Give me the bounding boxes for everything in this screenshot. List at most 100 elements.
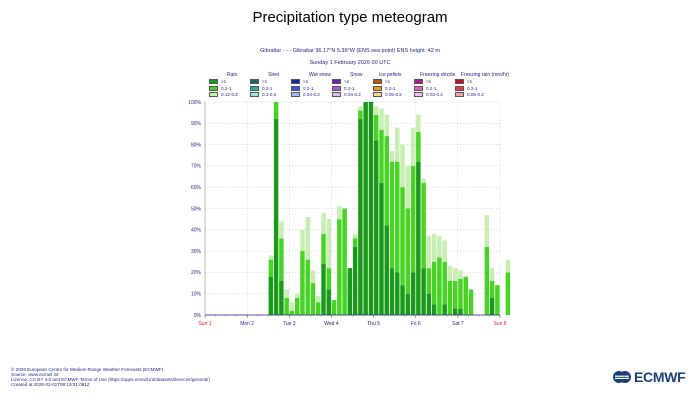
ecmwf-logo-icon — [613, 371, 631, 383]
legend-label: 0.04-0.2 — [344, 92, 361, 98]
precip-bar — [284, 289, 289, 298]
legend-label: >1 — [262, 78, 268, 84]
x-tick-label: Wed 4 — [324, 321, 339, 327]
precip-bar — [337, 206, 342, 220]
legend-label: >1 — [344, 78, 350, 84]
precip-bar — [484, 246, 490, 315]
precip-bar — [442, 261, 447, 305]
precip-bar — [416, 131, 421, 162]
x-tick-label: Sun 1 — [198, 321, 211, 327]
legend-label: 0.2-1 — [385, 85, 396, 91]
legend-group: Snow >1 0.2-1 0.04-0.2 — [332, 72, 377, 98]
chart-title: Precipitation type meteogram — [252, 9, 448, 26]
legend-item: >1 — [414, 78, 459, 85]
precip-bar — [373, 106, 379, 115]
footer-created: Created at 2026-02-01T09:19:31.081Z — [11, 382, 90, 387]
legend-swatch — [414, 78, 423, 84]
legend-swatch — [455, 85, 464, 91]
legend-item: >1 — [455, 78, 500, 85]
precip-bar — [431, 234, 437, 262]
precip-bar — [447, 280, 453, 315]
legend-item: >1 — [250, 78, 295, 85]
precip-bar — [305, 259, 310, 315]
precip-bar — [289, 302, 295, 311]
legend-swatch — [209, 85, 218, 91]
legend-label: 0.2-1 — [262, 85, 273, 91]
legend-label: 0.2-1 — [221, 85, 232, 91]
footer-source: Source: www.ecmwf.int — [11, 372, 59, 377]
precip-bar — [458, 278, 463, 309]
legend-swatch — [291, 92, 300, 98]
legend-label: >1 — [467, 78, 473, 84]
legend-swatch — [455, 92, 464, 98]
precip-bar — [379, 182, 384, 315]
precip-bar — [442, 240, 447, 262]
precip-bar — [437, 257, 442, 315]
precip-bar — [363, 102, 368, 315]
precip-bar — [305, 217, 310, 260]
legend-item: 0.04-0.2 — [332, 92, 377, 99]
footer-copyright: © 2026 European Centre for Medium-Range … — [11, 367, 164, 372]
precip-bar — [468, 289, 474, 315]
legend-group: Ice pellets >1 0.2-1 0.05-0.2 — [373, 72, 418, 98]
y-tick-label: 0% — [194, 313, 202, 319]
precip-bar — [358, 106, 363, 111]
legend-label: >1 — [303, 78, 309, 84]
legend-label: 0.04-0.2 — [303, 92, 320, 98]
precip-bar — [352, 238, 358, 247]
precip-bar — [337, 219, 342, 315]
precip-bar — [310, 283, 316, 315]
precip-bar — [321, 263, 326, 315]
precip-bar — [452, 280, 458, 309]
precip-bar — [321, 212, 326, 235]
legend-group: Freezing rain (mm/hr) >1 0.2-1 0.05-0.2 — [455, 72, 509, 99]
y-tick-label: 80% — [191, 142, 202, 148]
legend-item: 0.12-0.2 — [209, 92, 254, 99]
precip-bar — [316, 295, 321, 303]
legend-label: >1 — [221, 78, 227, 84]
legend-item: >1 — [373, 78, 418, 85]
legend: Rain >1 0.2-1 0.12-0.2 Sleet >1 0.2-1 0.1-0.2 We… — [209, 72, 509, 98]
precip-bar — [505, 259, 511, 273]
legend-item: 0.03-0.2 — [414, 92, 459, 99]
x-tick-label: Fri 6 — [411, 321, 421, 327]
precip-bar — [284, 297, 289, 315]
precip-bar — [352, 246, 358, 315]
precip-bar — [426, 236, 432, 269]
precip-bar — [489, 280, 495, 298]
legend-swatch — [209, 78, 218, 84]
precip-bar — [352, 234, 358, 239]
precip-bar — [400, 187, 405, 286]
precip-bar — [405, 208, 411, 294]
legend-item: 0.2-1 — [291, 85, 336, 92]
y-tick-label: 10% — [191, 292, 202, 298]
legend-item: 0.05-0.2 — [455, 92, 500, 99]
precip-bar — [294, 293, 300, 298]
legend-item: 0.2-1 — [332, 85, 377, 92]
precip-bar — [279, 221, 284, 239]
x-tick-label: Mon 2 — [240, 321, 254, 327]
footer-licence: Licence: CC BY 4.0 and ECMWF Terms of Us… — [11, 377, 210, 382]
precip-bar — [410, 165, 416, 273]
precip-bar — [389, 161, 395, 269]
precip-bar — [368, 102, 374, 315]
precip-bar — [300, 229, 305, 252]
precip-bar — [452, 308, 458, 315]
y-tick-label: 50% — [191, 206, 202, 212]
precip-bar — [321, 234, 326, 264]
precip-bar — [431, 261, 437, 305]
x-tick-label: Sat 7 — [452, 321, 464, 327]
precip-bar — [395, 161, 400, 273]
legend-swatch — [332, 92, 341, 98]
precip-bar — [426, 268, 432, 294]
y-tick-label: 20% — [191, 270, 202, 276]
precip-bar — [389, 268, 395, 315]
x-tick-label: Tue 3 — [283, 321, 296, 327]
legend-label: 0.2-1 — [426, 85, 437, 91]
precip-bar — [421, 268, 426, 315]
legend-swatch — [373, 85, 382, 91]
precip-bar — [495, 285, 500, 315]
legend-group-name: Freezing drizzle — [420, 72, 456, 78]
precip-bar — [389, 150, 395, 162]
